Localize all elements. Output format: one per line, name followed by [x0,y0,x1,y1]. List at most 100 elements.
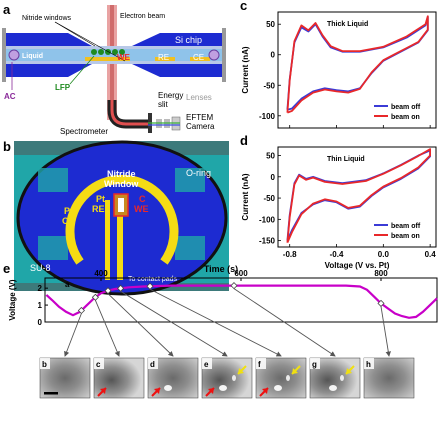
chart-d: d 50 0 -50 -100 -150 -0.8 -0.4 0.0 0.4 Thin Liquid… [240,133,437,270]
label-lfp: LFP [55,83,71,92]
y-tick-label: 0 [271,173,276,182]
legend-label: beam off [391,104,421,111]
y-tick-label: -100 [259,215,276,224]
frame-label-b: b [42,360,47,369]
frame-label-bg [364,358,374,369]
panel-label-e: e [3,261,10,276]
label-re: RE [158,53,169,62]
particle-spot [219,385,227,391]
frame-label-bg [310,358,320,369]
plot-frame [277,146,437,248]
frame-marker [77,306,85,315]
frame-connector [120,290,228,357]
yellow-arrow-head [346,368,352,374]
label-eftem-camera: EFTEM Camera [186,113,215,131]
x-tick-label: 800 [374,269,388,278]
label-nitride-window: Nitride Window [104,169,139,189]
legend-label: beam on [391,114,420,121]
y-tick-label: 50 [266,20,275,29]
frame-marker [91,293,99,301]
red-arrow-head [100,388,106,394]
legend-label: beam on [391,233,420,240]
x-tick-label: 600 [234,269,248,278]
frame-label-f: f [258,360,261,369]
panel-b: b O-ring Pt CE Pt RE Nitride Window C WE SU-… [3,139,229,296]
label-si-chip: Si chip [175,35,202,45]
frame-label-d: d [150,360,155,369]
series-line-beam-on [286,148,432,244]
label-electron-beam: Electron beam [120,13,165,20]
chart-title: Thin Liquid [327,156,365,163]
particle-spot [164,385,172,391]
label-we: WE [117,53,131,62]
label-o-ring: O-ring [186,168,211,178]
panel-label-a: a [3,2,11,17]
frame-connector [380,306,391,357]
y-axis-label: Current (nA) [241,46,250,93]
label-liquid: Liquid [22,53,43,60]
y-tick-label: 0 [271,51,276,60]
label-nitride-windows: Nitride windows [22,15,72,22]
y-axis-label: Current (nA) [241,173,250,220]
frame-marker [117,284,125,292]
series-line-beam-on [286,15,429,114]
panel-label-d: d [240,133,248,148]
counter-electrode [65,174,179,265]
frame-marker-label: a [65,280,70,289]
x-tick-label: -0.8 [283,250,297,259]
frame-marker [104,287,112,295]
label-ac: AC [4,92,16,101]
yellow-arrow-head [292,368,298,374]
label-pt-re: Pt RE [92,194,105,214]
particle-spot [340,375,344,381]
frame-label-bg [148,358,158,369]
frame-label-bg [256,358,266,369]
frame-connector [64,313,82,357]
si-chip-bottom-right [132,64,222,77]
tem-frames: b c d e f g h [39,282,415,399]
y-axis-label: Voltage (V) [8,279,17,321]
x-axis-label: Time (s) [204,264,238,274]
particle-spot [274,385,282,391]
y-tick-label: 0 [38,318,43,327]
scale-bar [44,392,58,395]
red-arrow-head [262,388,268,394]
si-chip-top-left [6,33,92,46]
x-tick-label: 0.0 [378,250,390,259]
label-pt-ce: Pt CE [62,206,75,226]
frame-connector [107,293,174,357]
frame-connector [149,288,282,357]
label-lenses: Lenses [186,93,212,102]
label-su8: SU-8 [30,263,51,273]
label-ce: CE [193,53,204,62]
frame-marker [230,282,238,290]
y-tick-label: -100 [259,112,276,121]
frame-label-c: c [96,360,101,369]
label-c-we: C WE [134,194,149,214]
plot-frame [277,11,437,129]
si-chip-bottom-left [6,64,92,77]
particle-spot [286,375,290,381]
red-arrow-head [208,388,214,394]
frame-label-bg [202,358,212,369]
frame-label-e: e [204,360,209,369]
panel-label-b: b [3,139,11,154]
frame-label-g: g [312,360,317,369]
frame-label-h: h [366,360,371,369]
frame-label-bg [94,358,104,369]
x-tick-label: 400 [94,269,108,278]
chart-title: Thick Liquid [327,21,368,28]
y-tick-label: -50 [263,194,275,203]
particle-spot [329,385,337,391]
red-arrow-head [154,388,160,394]
y-tick-label: 50 [266,152,275,161]
x-tick-label: -0.4 [330,250,344,259]
y-tick-label: -50 [263,81,275,90]
frame-connector [94,300,120,357]
frame-connector [233,288,336,357]
y-tick-label: 1 [38,301,43,310]
panel-a: a Nitride windows Electron beam [2,2,226,136]
yellow-arrow-head [238,368,244,374]
label-contact-pads: To contact pads [128,276,178,283]
